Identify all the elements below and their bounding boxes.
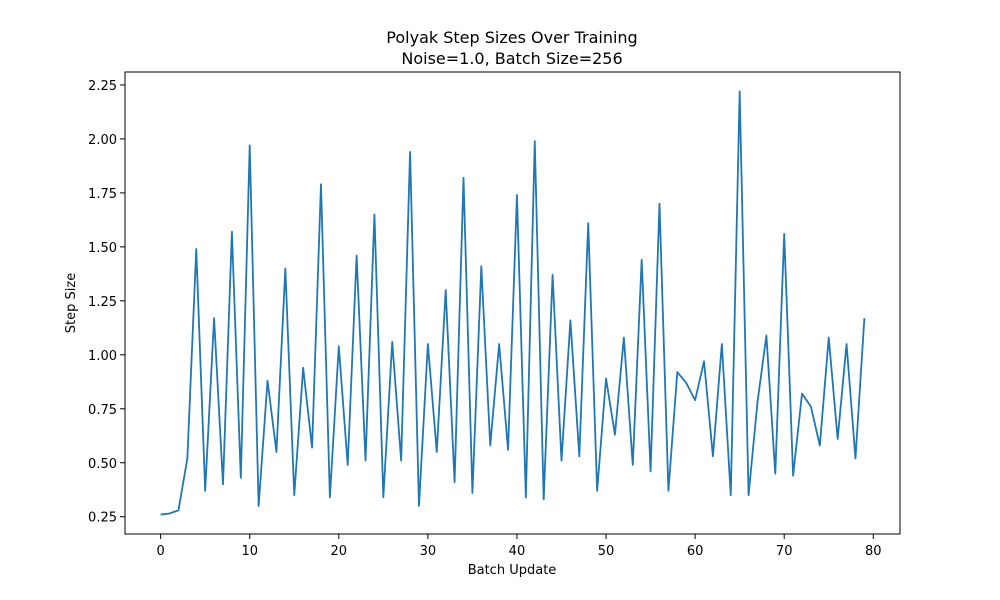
y-axis-label: Step Size [64, 273, 79, 333]
plot-area [160, 90, 866, 516]
x-axis-ticks: 0 10 20 30 40 50 60 70 80 [156, 534, 882, 559]
x-tick-label: 20 [331, 544, 348, 559]
x-tick-label: 70 [776, 544, 793, 559]
y-tick-label: 2.00 [88, 133, 117, 148]
x-tick-label: 0 [156, 544, 164, 559]
x-tick-label: 50 [598, 544, 615, 559]
y-tick-label: 2.25 [88, 79, 117, 94]
plot-frame [124, 71, 901, 535]
x-tick-label: 80 [865, 544, 882, 559]
y-tick-label: 1.50 [88, 241, 117, 256]
y-tick-label: 0.50 [88, 457, 117, 472]
y-tick-label: 0.75 [88, 403, 117, 418]
chart-title-line1: Polyak Step Sizes Over Training [386, 28, 637, 47]
x-axis-label: Batch Update [468, 563, 557, 578]
x-tick-label: 30 [420, 544, 437, 559]
y-tick-label: 1.75 [88, 187, 117, 202]
series-line [160, 90, 866, 516]
chart-title-line2: Noise=1.0, Batch Size=256 [401, 49, 622, 68]
x-tick-label: 60 [687, 544, 704, 559]
y-tick-label: 1.00 [88, 349, 117, 364]
y-tick-label: 1.25 [88, 295, 117, 310]
x-tick-label: 40 [509, 544, 526, 559]
y-axis-ticks: 0.25 0.50 0.75 1.00 1.25 1.50 1.75 2.00 2.25 [88, 79, 125, 526]
x-tick-label: 10 [241, 544, 258, 559]
y-tick-label: 0.25 [88, 511, 117, 526]
